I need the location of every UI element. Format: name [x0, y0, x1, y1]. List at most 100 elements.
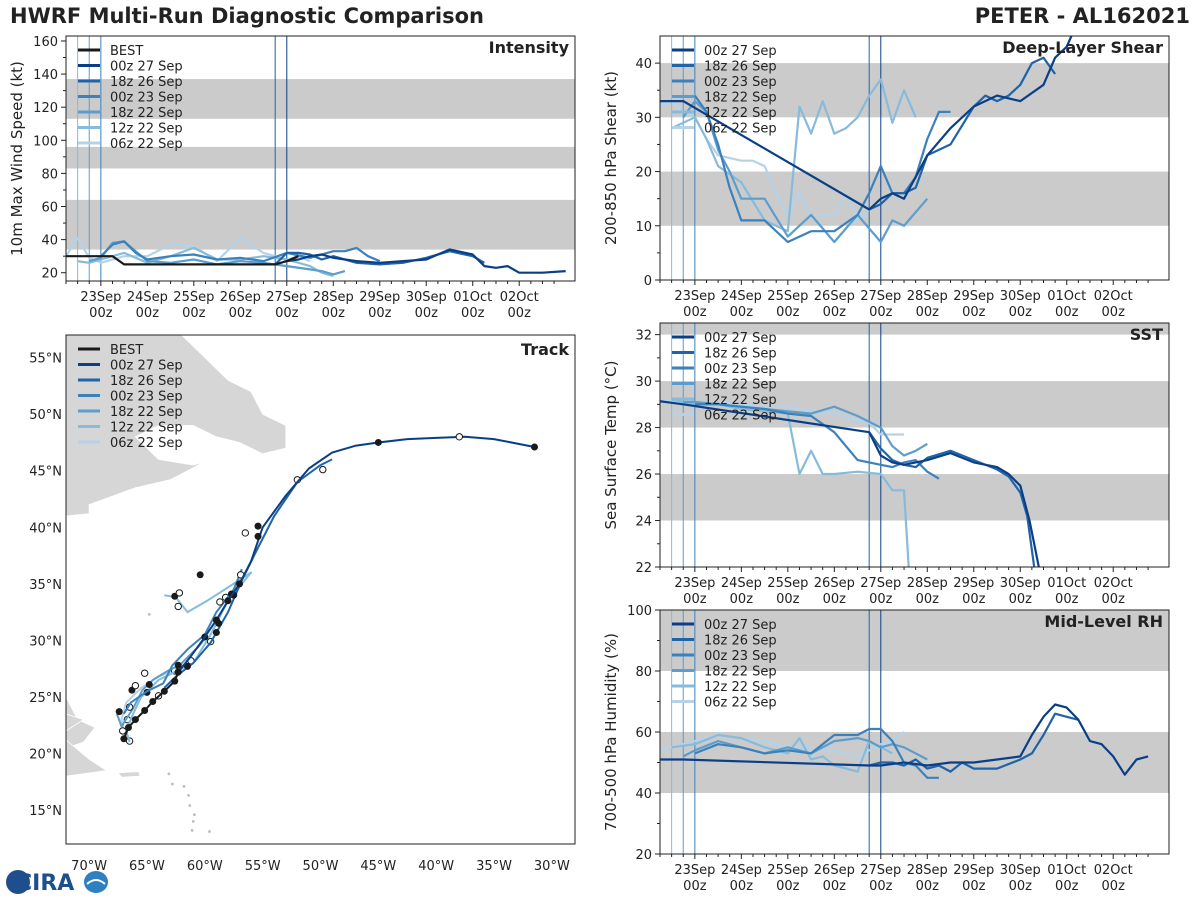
- track-point-open-18z-26-sep: [319, 465, 327, 474]
- island-8: [208, 830, 211, 833]
- panel-intensity: 2040608010012014016023Sep00z24Sep00z25Se…: [8, 35, 576, 321]
- xtick-label-rh: 28Sep: [907, 863, 948, 878]
- series-shear-12z-22-sep: [671, 78, 917, 233]
- xtick-sublabel-sst: 00z: [916, 592, 940, 607]
- ytick-label-shear: 40: [635, 57, 652, 72]
- xtick-sublabel-rh: 00z: [869, 879, 893, 894]
- ytick-label-track: 55°N: [29, 352, 62, 367]
- band-shear-1: [660, 63, 1169, 118]
- track-point-best: [149, 697, 157, 705]
- xtick-label-rh: 01Oct: [1047, 863, 1086, 878]
- xtick-sublabel-shear: 00z: [1055, 305, 1079, 320]
- xtick-label-rh: 27Sep: [860, 863, 901, 878]
- ytick-label-sst: 28: [635, 422, 652, 437]
- track-point-best: [131, 716, 139, 724]
- track-point-00z-27-sep: [236, 580, 244, 588]
- xtick-label-rh: 23Sep: [674, 863, 715, 878]
- xtick-label-intensity: 02Oct: [500, 290, 539, 305]
- ytick-label-intensity: 160: [33, 35, 58, 50]
- xtick-sublabel-shear: 00z: [962, 305, 986, 320]
- island-7: [187, 793, 191, 797]
- island-4: [171, 782, 174, 786]
- ytick-label-track: 45°N: [29, 465, 62, 480]
- axes-frame-track: [65, 334, 576, 845]
- xtick-sublabel-rh: 00z: [823, 879, 847, 894]
- xtick-sublabel-rh: 00z: [1055, 879, 1079, 894]
- legend-label-shear: 00z 23 Sep: [704, 75, 777, 90]
- legend-label-shear: 06z 22 Sep: [704, 122, 777, 137]
- xtick-label-sst: 24Sep: [721, 576, 762, 591]
- xtick-sublabel-intensity: 00z: [508, 306, 532, 321]
- xtick-sublabel-sst: 00z: [776, 592, 800, 607]
- legend-label-track: 18z 22 Sep: [110, 405, 183, 420]
- band-rh-1: [660, 610, 1169, 671]
- legend-label-track: BEST: [110, 343, 143, 358]
- legend-label-rh: 18z 26 Sep: [704, 634, 777, 649]
- band-intensity-2: [66, 79, 575, 119]
- axes-frame-sst: [659, 322, 1170, 568]
- xtick-sublabel-sst: 00z: [962, 592, 986, 607]
- panel-title-intensity: Intensity: [489, 38, 570, 57]
- xtick-sublabel-shear: 00z: [683, 305, 707, 320]
- ytick-label-track: 50°N: [29, 408, 62, 423]
- xtick-label-sst: 23Sep: [674, 576, 715, 591]
- track-point-12z-22-sep: [196, 571, 204, 579]
- series-rh-12z-22-sep: [671, 733, 893, 773]
- xtick-label-track: 40°W: [418, 859, 454, 874]
- ytick-label-sst: 22: [635, 561, 652, 576]
- legend-label-shear: 18z 26 Sep: [704, 60, 777, 75]
- xtick-sublabel-intensity: 00z: [415, 306, 439, 321]
- xtick-label-sst: 26Sep: [814, 576, 855, 591]
- xtick-label-rh: 02Oct: [1094, 863, 1133, 878]
- ytick-label-rh: 60: [635, 726, 652, 741]
- xtick-sublabel-rh: 00z: [730, 879, 754, 894]
- track-point-open-00z-23-sep: [131, 681, 140, 690]
- legend-label-shear: 12z 22 Sep: [704, 106, 777, 121]
- ytick-label-rh: 20: [635, 848, 652, 863]
- legend-label-sst: 00z 27 Sep: [704, 331, 777, 346]
- xtick-label-intensity: 24Sep: [127, 290, 168, 305]
- xtick-sublabel-shear: 00z: [730, 305, 754, 320]
- xtick-sublabel-shear: 00z: [823, 305, 847, 320]
- legend-label-track: 00z 23 Sep: [110, 390, 183, 405]
- legend-label-sst: 06z 22 Sep: [704, 409, 777, 424]
- ylabel-shear: 200-850 hPa Shear (kt): [602, 71, 620, 245]
- ytick-label-intensity: 40: [41, 234, 58, 249]
- storm-title: PETER - AL162021: [974, 4, 1190, 28]
- xtick-label-sst: 27Sep: [860, 576, 901, 591]
- xtick-label-track: 55°W: [245, 859, 281, 874]
- track-18z-22-sep: [115, 635, 208, 728]
- xtick-label-sst: 29Sep: [953, 576, 994, 591]
- panel-track: 70°W 65°W 60°W 55°W 50°W 45°W 40°W 35°W 30°W 15°N…: [29, 334, 576, 874]
- island-1: [182, 784, 186, 788]
- series-intensity-18z-26-sep: [274, 250, 485, 266]
- axes-frame-shear: [659, 35, 1170, 281]
- xtick-sublabel-shear: 00z: [869, 305, 893, 320]
- ylabel-rh: 700-500 hPa Humidity (%): [602, 633, 620, 831]
- legend-label-intensity: 12z 22 Sep: [110, 122, 183, 137]
- ytick-label-track: 30°N: [29, 634, 62, 649]
- legend-label-intensity: 18z 26 Sep: [110, 75, 183, 90]
- xtick-label-intensity: 27Sep: [266, 290, 307, 305]
- xtick-sublabel-intensity: 00z: [275, 306, 299, 321]
- xtick-label-sst: 02Oct: [1094, 576, 1133, 591]
- xtick-sublabel-sst: 00z: [1055, 592, 1079, 607]
- island-6: [193, 813, 196, 816]
- track-point-open-06z-22-sep: [140, 669, 149, 677]
- xtick-label-shear: 25Sep: [767, 289, 808, 304]
- xtick-sublabel-shear: 00z: [916, 305, 940, 320]
- ytick-label-track: 40°N: [29, 521, 62, 536]
- legend-label-intensity: BEST: [110, 44, 143, 59]
- land-mass-4: [66, 713, 85, 732]
- ytick-label-sst: 30: [635, 375, 652, 390]
- track-point-open-12z-22-sep: [241, 529, 250, 537]
- track-point-open-06z-22-sep: [118, 727, 127, 735]
- cira-logo: CIRA: [4, 866, 108, 902]
- land-mass-1: [66, 696, 96, 749]
- ytick-label-shear: 10: [635, 220, 652, 235]
- ytick-label-intensity: 120: [33, 101, 58, 116]
